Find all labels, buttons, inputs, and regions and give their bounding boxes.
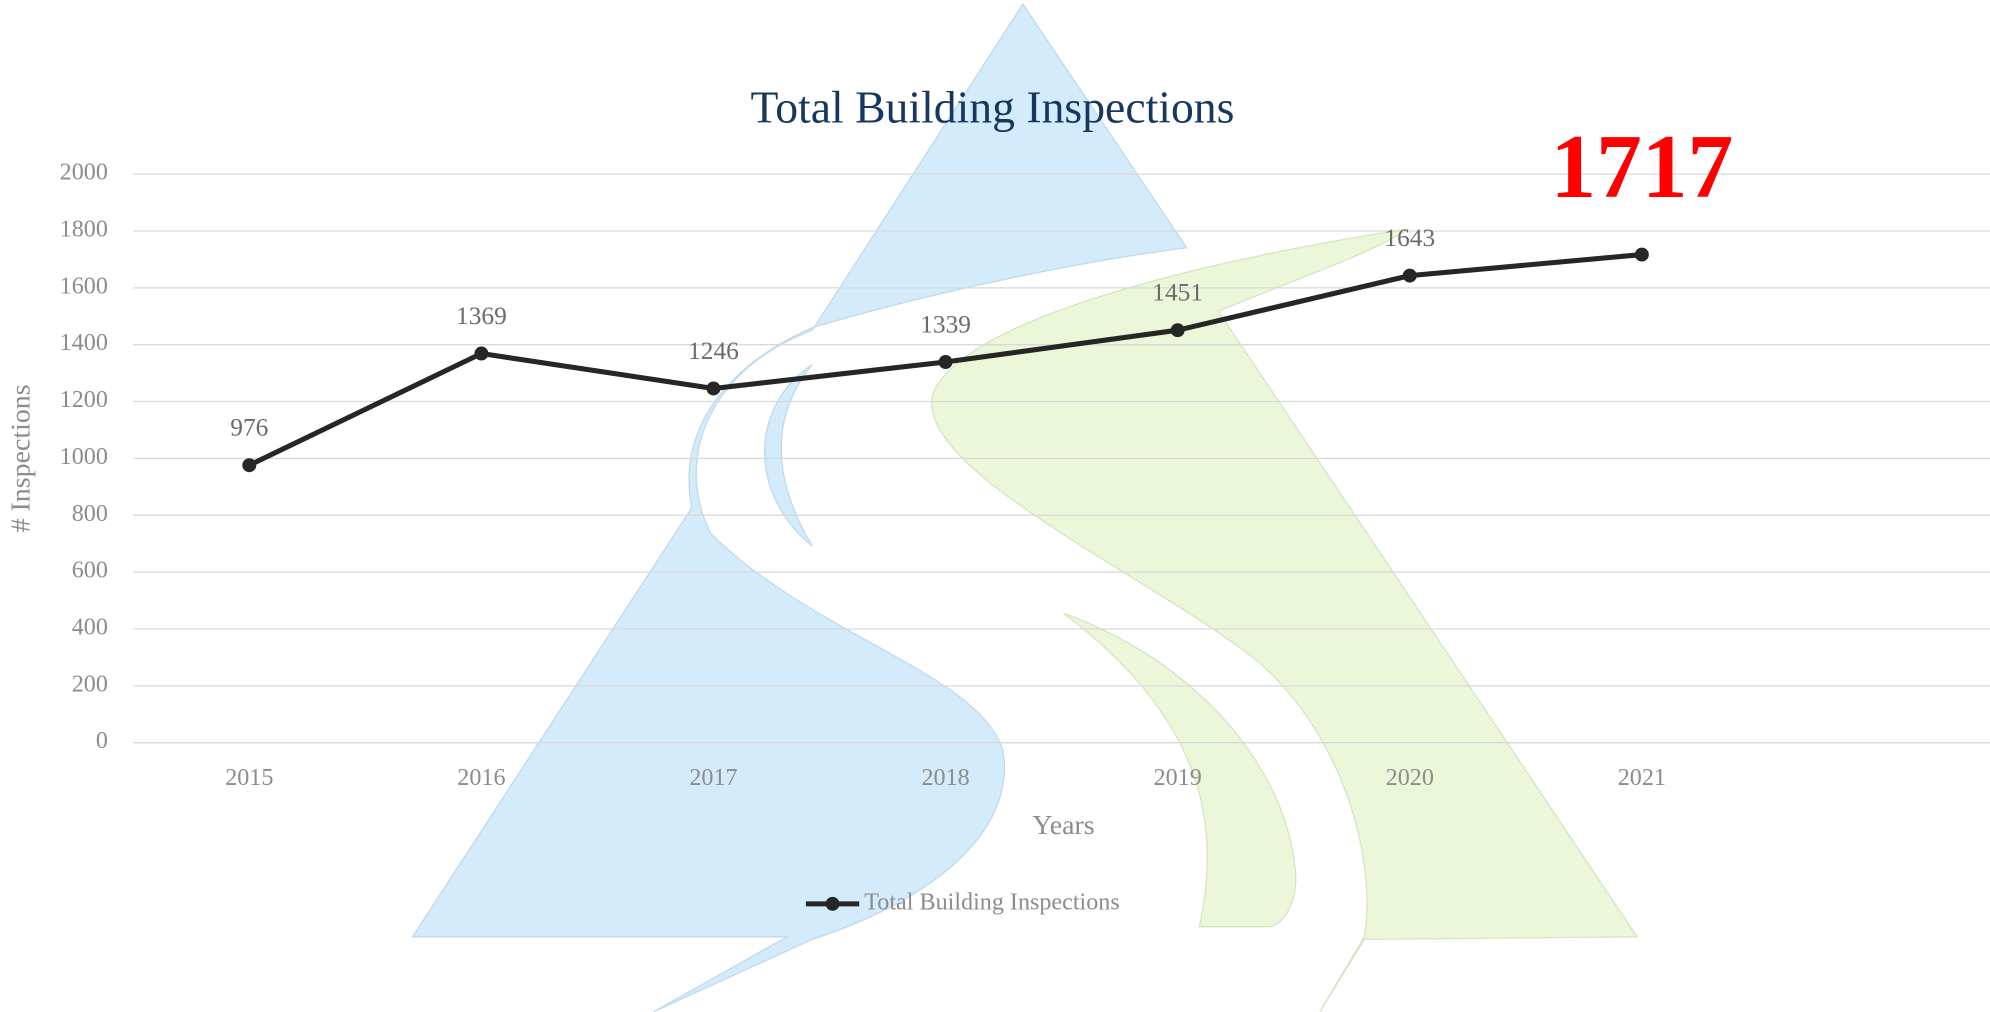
data-label: 1369 — [456, 302, 507, 330]
y-tick-label: 1600 — [60, 273, 108, 299]
x-tick-label: 2017 — [689, 765, 737, 791]
y-tick-label: 1000 — [60, 444, 108, 470]
data-label: 1643 — [1384, 224, 1435, 252]
chart-title: Total Building Inspections — [750, 81, 1234, 132]
legend-label: Total Building Inspections — [864, 889, 1119, 915]
chart: Total Building Inspections Years # Inspe… — [0, 0, 1990, 1012]
y-tick-label: 600 — [72, 558, 108, 584]
marker — [1635, 248, 1649, 262]
y-tick-label: 400 — [72, 615, 108, 641]
x-tick-label: 2021 — [1618, 765, 1666, 791]
data-label: 1246 — [688, 337, 739, 365]
y-tick-label: 1200 — [60, 387, 108, 413]
background-logo — [412, 4, 1637, 1012]
y-tick-label: 1800 — [60, 217, 108, 243]
data-label: 1339 — [920, 310, 971, 338]
marker — [1171, 323, 1185, 337]
data-label: 1717 — [1551, 116, 1734, 217]
data-label: 976 — [230, 414, 268, 442]
marker — [1403, 269, 1417, 283]
x-tick-label: 2016 — [457, 765, 505, 791]
y-axis-label: # Inspections — [5, 384, 36, 532]
marker — [707, 381, 721, 395]
marker — [242, 458, 256, 472]
marker — [474, 347, 488, 361]
x-tick-label: 2018 — [921, 765, 969, 791]
x-tick-label: 2019 — [1154, 765, 1202, 791]
marker — [939, 355, 953, 369]
x-tick-label: 2020 — [1386, 765, 1434, 791]
y-tick-label: 0 — [96, 728, 108, 754]
y-tick-label: 800 — [72, 501, 108, 527]
y-tick-label: 200 — [72, 671, 108, 697]
y-tick-label: 1400 — [60, 330, 108, 356]
x-axis-label: Years — [1032, 810, 1094, 841]
data-label: 1451 — [1152, 278, 1203, 306]
y-tick-label: 2000 — [60, 160, 108, 186]
legend-marker — [826, 897, 840, 911]
x-tick-label: 2015 — [225, 765, 273, 791]
